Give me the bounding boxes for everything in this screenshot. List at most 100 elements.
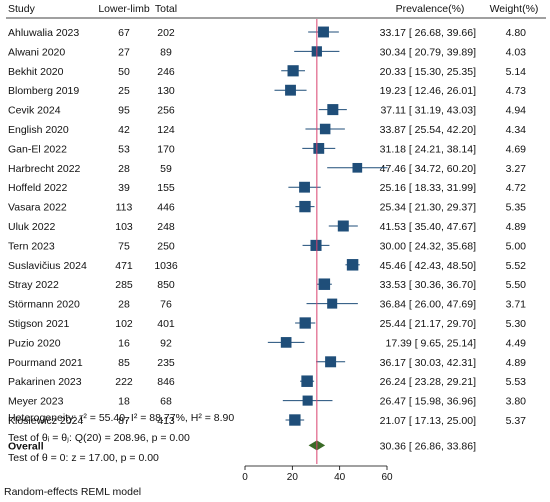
study-ci-text: 26.24 [ 23.28, 29.21] <box>380 376 476 388</box>
study-events: 75 <box>118 240 130 252</box>
study-name: Gan-El 2022 <box>8 143 67 155</box>
study-row: Störmann 2020 28 76 36.84 [ 26.00, 47.69] 3.… <box>8 299 526 311</box>
study-total: 446 <box>157 202 175 214</box>
study-row: Cevik 2024 95 256 37.11 [ 31.19, 43.03] 4.94 <box>8 105 526 117</box>
study-ci-text: 19.23 [ 12.46, 26.01] <box>380 85 476 97</box>
study-total: 76 <box>160 299 172 311</box>
header-weight: Weight(%) <box>490 3 539 15</box>
study-weight: 5.30 <box>506 318 527 330</box>
study-name: Pakarinen 2023 <box>8 376 82 388</box>
study-point <box>325 356 337 368</box>
study-name: Stray 2022 <box>8 279 59 291</box>
study-total: 92 <box>160 337 172 349</box>
study-point <box>299 200 311 213</box>
study-point <box>318 278 331 290</box>
study-ci-text: 33.17 [ 26.68, 39.66] <box>380 27 476 39</box>
study-ci-text: 36.17 [ 30.03, 42.31] <box>380 357 476 369</box>
study-total: 130 <box>157 85 175 97</box>
study-ci-text: 20.33 [ 15.30, 25.35] <box>380 66 476 78</box>
test-equal-stats: Test of θᵢ = θⱼ: Q(20) = 208.96, p = 0.0… <box>8 432 190 444</box>
study-events: 16 <box>118 337 130 349</box>
study-point <box>289 414 301 426</box>
study-name: Hoffeld 2022 <box>8 182 68 194</box>
study-point <box>318 26 329 38</box>
study-ci-text: 37.11 [ 31.19, 43.03] <box>380 105 476 117</box>
study-name: Vasara 2022 <box>8 202 67 214</box>
study-name: Stigson 2021 <box>8 318 69 330</box>
overall-row: Overall 30.36 [ 26.86, 33.86] <box>8 440 476 452</box>
study-ci-text: 33.53 [ 30.36, 36.70] <box>380 279 476 291</box>
study-name: Ahluwalia 2023 <box>8 27 79 39</box>
study-total: 850 <box>157 279 175 291</box>
study-name: Harbrecht 2022 <box>8 163 81 175</box>
study-total: 401 <box>157 318 175 330</box>
study-weight: 4.94 <box>506 105 527 117</box>
study-name: Meyer 2023 <box>8 396 64 408</box>
study-point <box>299 181 310 193</box>
study-point <box>319 123 331 135</box>
study-point <box>302 395 313 406</box>
study-events: 103 <box>115 221 133 233</box>
study-total: 413 <box>157 415 175 427</box>
model-note: Random-effects REML model <box>4 486 142 498</box>
study-weight: 4.69 <box>506 143 527 155</box>
study-total: 250 <box>157 240 175 252</box>
column-headers: Study Lower-limb Total Prevalence(%) Wei… <box>8 3 538 15</box>
study-name: Blomberg 2019 <box>8 85 79 97</box>
study-row: Bekhit 2020 50 246 20.33 [ 15.30, 25.35] 5.1… <box>8 66 526 78</box>
study-ci-text: 25.16 [ 18.33, 31.99] <box>380 182 476 194</box>
study-total: 68 <box>160 396 172 408</box>
x-tick-label: 40 <box>334 472 346 483</box>
study-events: 50 <box>118 66 130 78</box>
study-weight: 5.37 <box>506 415 527 427</box>
study-events: 42 <box>118 124 130 136</box>
study-weight: 5.00 <box>506 240 527 252</box>
x-tick-label: 20 <box>287 472 299 483</box>
study-row: Stray 2022 285 850 33.53 [ 30.36, 36.70] 5.5… <box>8 279 526 291</box>
x-tick-label: 0 <box>242 472 248 483</box>
study-ci-text: 31.18 [ 24.21, 38.14] <box>380 143 476 155</box>
study-row: Alwani 2020 27 89 30.34 [ 20.79, 39.89] 4.03 <box>8 46 526 58</box>
study-events: 471 <box>115 260 133 272</box>
study-weight: 3.71 <box>506 299 527 311</box>
study-point <box>327 298 338 309</box>
heterogeneity-stats: Heterogeneity: τ² = 55.40, I² = 88.77%, … <box>8 412 235 424</box>
study-events: 28 <box>118 299 130 311</box>
study-point <box>301 375 313 387</box>
study-weight: 4.72 <box>506 182 527 194</box>
study-total: 89 <box>160 46 172 58</box>
study-name: English 2020 <box>8 124 69 136</box>
study-ci-text: 47.46 [ 34.72, 60.20] <box>380 163 476 175</box>
overall-ci-text: 30.36 [ 26.86, 33.86] <box>380 440 476 452</box>
study-events: 285 <box>115 279 133 291</box>
study-name: Pourmand 2021 <box>8 357 83 369</box>
study-rows: Ahluwalia 2023 67 202 33.17 [ 26.68, 39.66]… <box>8 27 526 452</box>
study-weight: 3.27 <box>506 163 527 175</box>
study-weight: 4.03 <box>506 46 527 58</box>
study-weight: 5.35 <box>506 202 527 214</box>
header-events: Lower-limb <box>98 3 150 15</box>
study-total: 124 <box>157 124 175 136</box>
study-events: 85 <box>118 357 130 369</box>
study-weight: 3.80 <box>506 396 527 408</box>
study-row: Meyer 2023 18 68 26.47 [ 15.98, 36.96] 3.80 <box>8 396 526 408</box>
study-point <box>285 84 296 96</box>
study-weight: 5.53 <box>506 376 527 388</box>
study-point <box>287 65 299 77</box>
study-row: Stigson 2021 102 401 25.44 [ 21.17, 29.70] 5… <box>8 318 526 330</box>
study-row: Tern 2023 75 250 30.00 [ 24.32, 35.68] 5.00 <box>8 240 526 252</box>
header-prevalence: Prevalence(%) <box>396 3 465 15</box>
study-row: Hoffeld 2022 39 155 25.16 [ 18.33, 31.99] 4.… <box>8 182 526 194</box>
study-point <box>313 142 325 154</box>
study-point <box>327 104 339 116</box>
study-ci-text: 30.00 [ 24.32, 35.68] <box>380 240 476 252</box>
study-events: 39 <box>118 182 130 194</box>
study-ci-text: 33.87 [ 25.54, 42.20] <box>380 124 476 136</box>
study-total: 846 <box>157 376 175 388</box>
study-events: 95 <box>118 105 130 117</box>
study-ci-text: 25.34 [ 21.30, 29.37] <box>380 202 476 214</box>
study-events: 18 <box>118 396 130 408</box>
study-events: 25 <box>118 85 130 97</box>
study-total: 1036 <box>154 260 178 272</box>
